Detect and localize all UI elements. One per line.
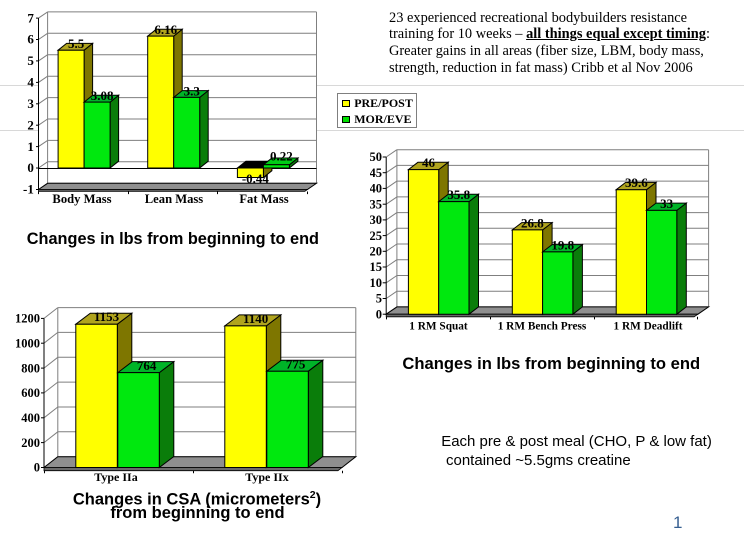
svg-text:3.3: 3.3 bbox=[184, 83, 201, 98]
svg-text:1 RM Squat: 1 RM Squat bbox=[409, 320, 468, 332]
svg-text:-1: -1 bbox=[23, 182, 34, 197]
svg-text:Type IIx: Type IIx bbox=[245, 470, 288, 484]
svg-text:5: 5 bbox=[27, 53, 34, 68]
svg-text:50: 50 bbox=[370, 150, 382, 164]
svg-text:Fat Mass: Fat Mass bbox=[239, 192, 288, 206]
svg-text:40: 40 bbox=[370, 182, 382, 196]
svg-text:0: 0 bbox=[376, 307, 382, 321]
svg-text:775: 775 bbox=[286, 357, 306, 372]
svg-text:0: 0 bbox=[27, 160, 34, 175]
svg-text:800: 800 bbox=[21, 361, 40, 375]
svg-text:10: 10 bbox=[370, 276, 382, 290]
svg-text:35.8: 35.8 bbox=[447, 187, 470, 202]
svg-text:600: 600 bbox=[21, 386, 40, 400]
svg-text:1: 1 bbox=[27, 139, 34, 154]
svg-text:764: 764 bbox=[137, 358, 157, 373]
svg-text:33: 33 bbox=[660, 196, 674, 211]
svg-text:7: 7 bbox=[27, 10, 34, 25]
svg-text:400: 400 bbox=[21, 411, 40, 425]
svg-text:39.6: 39.6 bbox=[625, 175, 648, 190]
svg-text:30: 30 bbox=[370, 213, 382, 227]
svg-text:19.8: 19.8 bbox=[551, 237, 574, 252]
svg-text:1153: 1153 bbox=[94, 309, 120, 324]
svg-text:2: 2 bbox=[27, 117, 34, 132]
svg-text:Type IIa: Type IIa bbox=[94, 470, 137, 484]
svg-text:1 RM Deadlift: 1 RM Deadlift bbox=[613, 320, 682, 332]
svg-text:46: 46 bbox=[422, 155, 436, 170]
svg-text:Lean Mass: Lean Mass bbox=[145, 192, 204, 206]
svg-text:35: 35 bbox=[370, 197, 382, 211]
svg-text:6: 6 bbox=[27, 32, 34, 47]
svg-text:15: 15 bbox=[370, 260, 382, 274]
svg-text:25: 25 bbox=[370, 229, 382, 243]
svg-text:-0.44: -0.44 bbox=[242, 171, 270, 186]
svg-text:45: 45 bbox=[370, 166, 382, 180]
svg-text:1 RM Bench Press: 1 RM Bench Press bbox=[498, 320, 587, 332]
svg-text:3: 3 bbox=[27, 96, 34, 111]
svg-text:26.8: 26.8 bbox=[521, 215, 544, 230]
svg-text:Body Mass: Body Mass bbox=[52, 192, 111, 206]
svg-text:1140: 1140 bbox=[243, 311, 268, 326]
svg-text:200: 200 bbox=[21, 436, 40, 450]
svg-text:20: 20 bbox=[370, 245, 382, 259]
svg-text:6.16: 6.16 bbox=[154, 22, 177, 37]
svg-text:1000: 1000 bbox=[15, 336, 40, 350]
svg-text:3.08: 3.08 bbox=[91, 88, 114, 103]
svg-text:5: 5 bbox=[376, 292, 382, 306]
svg-text:0.22: 0.22 bbox=[270, 148, 293, 163]
svg-text:0: 0 bbox=[34, 461, 40, 475]
svg-text:5.5: 5.5 bbox=[68, 36, 85, 51]
svg-text:1200: 1200 bbox=[15, 312, 40, 326]
svg-text:4: 4 bbox=[27, 75, 34, 90]
